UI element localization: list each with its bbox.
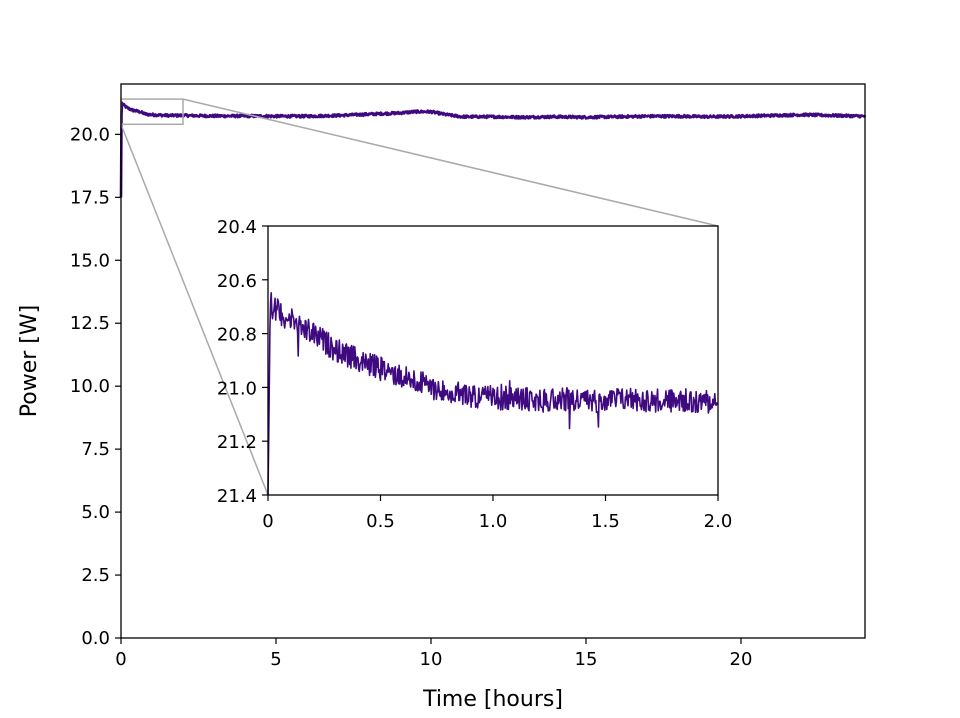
main-power-line (119, 101, 867, 198)
main-plot: 0 5 10 15 20 0.0 2.5 5.0 7.5 10.0 12.5 15.0 17.5 20.… (17, 83, 867, 712)
x-axis-label: Time [hours] (422, 687, 563, 712)
inset-y-axis: 20.4 20.6 20.8 21.0 21.2 21.4 (217, 217, 268, 507)
zoom-connector (182, 98, 719, 227)
inset-y-tick-label: 21.0 (217, 378, 257, 399)
main-x-tick-label: 20 (730, 649, 753, 670)
main-y-tick-label: 0.0 (81, 628, 110, 649)
inset-x-tick-label: 1.0 (479, 511, 508, 532)
main-y-tick-label: 7.5 (81, 439, 110, 460)
inset-y-tick-label: 20.4 (217, 217, 257, 238)
inset-background (268, 226, 718, 495)
zoom-connector (120, 124, 269, 496)
inset-y-tick-label: 20.6 (217, 271, 257, 292)
inset-x-tick-label: 2.0 (704, 511, 733, 532)
main-y-tick-label: 10.0 (70, 376, 110, 397)
main-y-tick-label: 5.0 (81, 502, 110, 523)
main-plot-frame (120, 83, 866, 639)
inset-x-axis: 0 0.5 1.0 1.5 2.0 (262, 495, 732, 532)
y-axis-label: Power [W] (17, 305, 42, 417)
inset-plot: 0 0.5 1.0 1.5 2.0 20.4 20.6 20.8 21.0 21.2 21.4 (217, 217, 732, 532)
main-series (119, 101, 867, 198)
inset-y-tick-label: 21.2 (217, 432, 257, 453)
inset-power-line (267, 291, 719, 496)
inset-y-tick-label: 20.8 (217, 325, 257, 346)
inset-x-tick-label: 0.5 (366, 511, 395, 532)
main-x-tick-label: 0 (115, 649, 126, 670)
main-x-tick-label: 5 (270, 649, 281, 670)
inset-x-tick-label: 1.5 (591, 511, 620, 532)
main-y-tick-label: 20.0 (70, 124, 110, 145)
main-x-tick-label: 15 (575, 649, 598, 670)
main-y-tick-label: 15.0 (70, 250, 110, 271)
main-x-axis: 0 5 10 15 20 (115, 638, 752, 670)
main-x-tick-label: 10 (420, 649, 443, 670)
main-y-tick-label: 17.5 (70, 187, 110, 208)
main-y-tick-label: 2.5 (81, 565, 110, 586)
inset-x-tick-label: 0 (262, 511, 273, 532)
main-y-tick-label: 12.5 (70, 313, 110, 334)
inset-y-tick-label: 21.4 (217, 486, 257, 507)
main-y-axis: 0.0 2.5 5.0 7.5 10.0 12.5 15.0 17.5 20.0 (70, 124, 121, 649)
inset-series (267, 291, 719, 496)
